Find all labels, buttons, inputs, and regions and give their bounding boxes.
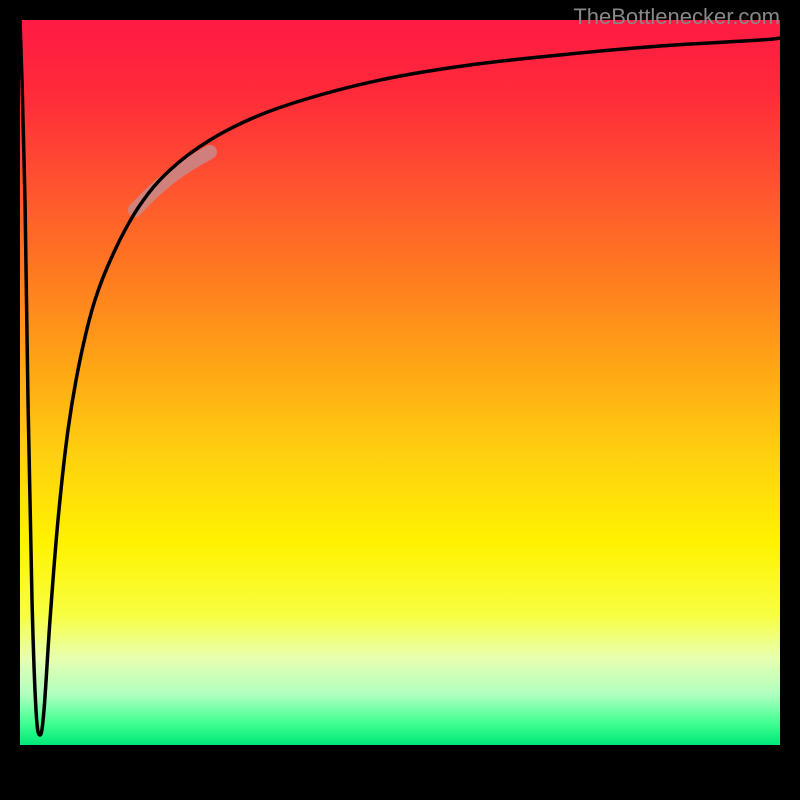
highlight-segment — [135, 152, 210, 210]
gradient-background — [20, 20, 780, 745]
chart-container: TheBottlenecker.com — [0, 0, 800, 800]
plot-svg — [20, 20, 780, 745]
plot-area — [20, 20, 780, 745]
main-curve — [20, 20, 780, 735]
watermark-text: TheBottlenecker.com — [573, 4, 780, 30]
